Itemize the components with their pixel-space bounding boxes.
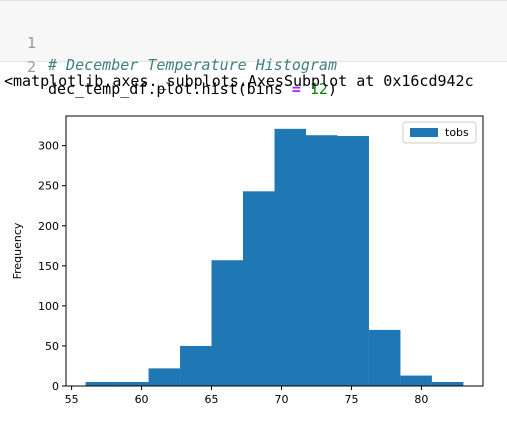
x-tick-label: 80 bbox=[414, 393, 428, 406]
histogram-bar bbox=[337, 136, 369, 386]
histogram-bar bbox=[368, 329, 401, 386]
code-comment: # December Temperature Histogram bbox=[48, 56, 337, 74]
y-tick-label: 250 bbox=[38, 180, 59, 193]
y-tick-label: 300 bbox=[38, 140, 59, 153]
output-repr: <matplotlib.axes._subplots.AxesSubplot a… bbox=[4, 72, 474, 90]
legend-swatch bbox=[410, 128, 438, 137]
code-statement: dec_temp_df.plot.hist(bins = 12) bbox=[48, 78, 337, 100]
legend-box bbox=[402, 121, 477, 144]
plot-frame bbox=[65, 115, 484, 387]
legend: tobs bbox=[402, 121, 477, 144]
line-number: 2 bbox=[26, 58, 36, 76]
y-axis-label: Frequency bbox=[11, 222, 24, 279]
x-tick-label: 75 bbox=[344, 393, 358, 406]
x-axis-ticks: 55 60 65 70 75 80 bbox=[65, 386, 428, 406]
y-tick-label: 100 bbox=[38, 300, 59, 313]
y-tick-label: 50 bbox=[45, 340, 59, 353]
histogram-bar bbox=[274, 128, 306, 387]
histogram-bar bbox=[431, 381, 464, 386]
histogram-bar bbox=[148, 368, 181, 386]
histogram-bar bbox=[305, 135, 338, 386]
line-number: 1 bbox=[26, 34, 36, 52]
code-line-1[interactable]: 1 # December Temperature Histogram bbox=[0, 10, 337, 74]
histogram-bar bbox=[180, 345, 212, 386]
y-tick-label: 150 bbox=[38, 260, 59, 273]
x-tick-label: 70 bbox=[274, 393, 288, 406]
histogram-bar bbox=[211, 260, 244, 386]
histogram-bar bbox=[117, 381, 149, 386]
code-call: dec_temp_df.plot.hist(bins bbox=[48, 80, 292, 98]
y-tick-label: 0 bbox=[52, 380, 59, 393]
code-operator: = bbox=[291, 80, 301, 98]
code-paren: ) bbox=[327, 80, 337, 98]
histogram-bar bbox=[400, 375, 432, 386]
histogram-bar bbox=[85, 381, 118, 386]
x-tick-label: 60 bbox=[135, 393, 149, 406]
y-axis-ticks: 0 50 100 150 200 250 300 bbox=[38, 140, 66, 393]
y-tick-label: 200 bbox=[38, 220, 59, 233]
x-tick-label: 65 bbox=[205, 393, 219, 406]
legend-label: tobs bbox=[445, 126, 469, 139]
bars-group bbox=[85, 128, 464, 387]
code-number: 12 bbox=[300, 80, 328, 98]
code-line-2[interactable]: 2 dec_temp_df.plot.hist(bins = 12) bbox=[0, 34, 337, 98]
code-cell[interactable]: 1 # December Temperature Histogram 2 dec… bbox=[0, 0, 507, 98]
histogram-bar bbox=[243, 191, 275, 386]
x-tick-label: 55 bbox=[65, 393, 79, 406]
